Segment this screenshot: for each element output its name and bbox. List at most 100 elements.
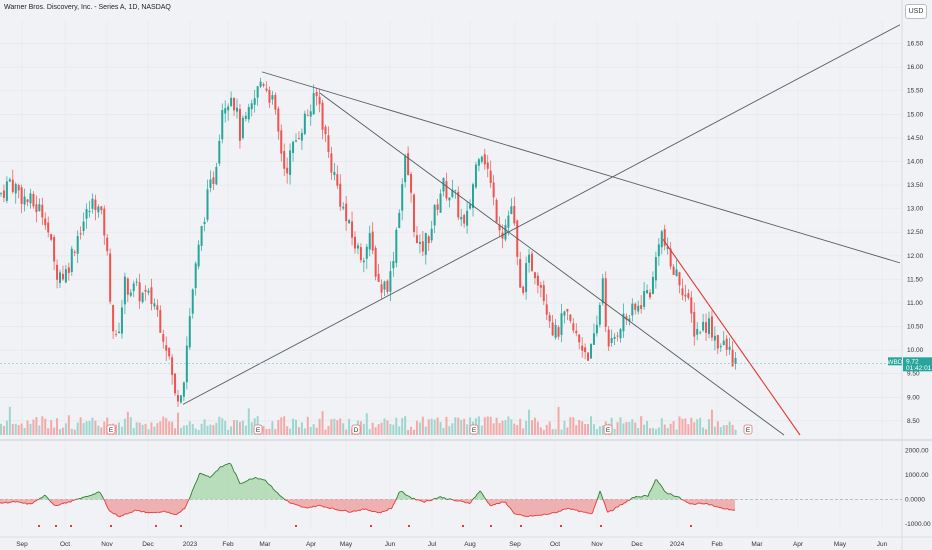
candle-body bbox=[224, 108, 226, 113]
oscillator-signal bbox=[180, 525, 182, 527]
oscillator-fill-segment bbox=[132, 499, 134, 512]
candle-body bbox=[89, 211, 91, 212]
volume-bar bbox=[180, 428, 182, 435]
candle-body bbox=[215, 167, 217, 184]
candle-body bbox=[572, 323, 574, 330]
oscillator-line bbox=[32, 503, 34, 504]
oscillator-fill-segment bbox=[356, 499, 358, 511]
oscillator-line bbox=[449, 499, 451, 500]
oscillator-fill-segment bbox=[717, 499, 719, 507]
volume-bar bbox=[150, 422, 152, 435]
candle-body bbox=[86, 209, 88, 219]
candle-body bbox=[496, 200, 498, 222]
event-marker[interactable]: E bbox=[107, 425, 115, 434]
candle-body bbox=[159, 310, 161, 333]
candle-body bbox=[634, 304, 636, 310]
candle-body bbox=[260, 82, 262, 87]
volume-bar bbox=[481, 426, 483, 435]
candle-body bbox=[463, 215, 465, 224]
candle-body bbox=[611, 338, 613, 343]
volume-bar bbox=[118, 422, 120, 435]
volume-bar bbox=[86, 421, 88, 435]
volume-bar bbox=[310, 427, 312, 435]
candle-body bbox=[136, 282, 138, 283]
oscillator-signal bbox=[462, 525, 464, 527]
candle-body bbox=[732, 350, 734, 367]
candle-body bbox=[304, 114, 306, 134]
volume-bar bbox=[599, 426, 601, 435]
candle-body bbox=[153, 303, 155, 306]
oscillator-signal bbox=[295, 525, 297, 527]
candle-body bbox=[322, 103, 324, 130]
volume-bar bbox=[443, 428, 445, 435]
volume-bar bbox=[153, 427, 155, 435]
time-axis-label: Apr bbox=[793, 541, 804, 548]
candle-body bbox=[690, 297, 692, 313]
oscillator-fill-segment bbox=[569, 499, 571, 508]
oscillator-fill-segment bbox=[581, 499, 583, 511]
event-marker[interactable]: E bbox=[604, 425, 612, 434]
event-marker[interactable]: E bbox=[744, 425, 752, 434]
volume-bar bbox=[451, 423, 453, 435]
oscillator-fill-segment bbox=[131, 499, 133, 512]
volume-bar bbox=[652, 428, 654, 435]
candle-body bbox=[431, 229, 433, 241]
candle-body bbox=[71, 249, 73, 272]
volume-bar bbox=[230, 426, 232, 435]
volume-bar bbox=[165, 418, 167, 435]
candle-body bbox=[209, 179, 211, 188]
oscillator-fill-segment bbox=[255, 477, 257, 499]
candle-body bbox=[723, 341, 725, 345]
candle-body bbox=[714, 336, 716, 341]
volume-bar bbox=[148, 429, 150, 435]
event-marker-label: E bbox=[256, 427, 261, 434]
volume-bar bbox=[531, 420, 533, 435]
volume-bar bbox=[372, 423, 374, 435]
oscillator-line bbox=[407, 495, 409, 496]
oscillator-fill-segment bbox=[702, 499, 704, 504]
candle-body bbox=[504, 225, 506, 240]
volume-bar bbox=[319, 419, 321, 435]
oscillator-fill-segment bbox=[546, 499, 548, 514]
price-axis-label: 11.00 bbox=[907, 300, 923, 307]
candle-body bbox=[171, 357, 173, 375]
candle-body bbox=[183, 382, 185, 396]
volume-bar bbox=[496, 418, 498, 435]
oscillator-fill-segment bbox=[171, 499, 173, 513]
candle-body bbox=[460, 217, 462, 219]
volume-bar bbox=[27, 420, 29, 435]
oscillator-line bbox=[608, 512, 610, 513]
candle-body bbox=[490, 171, 492, 183]
volume-bar bbox=[204, 419, 206, 435]
oscillator-fill-segment bbox=[720, 499, 722, 507]
candle-body bbox=[434, 205, 436, 225]
oscillator-fill-segment bbox=[731, 499, 733, 510]
volume-bar bbox=[12, 424, 14, 435]
volume-bar bbox=[62, 428, 64, 435]
event-marker[interactable]: D bbox=[352, 425, 360, 434]
candle-body bbox=[708, 318, 710, 334]
candle-body bbox=[637, 306, 639, 312]
event-marker[interactable]: E bbox=[470, 425, 478, 434]
oscillator-line bbox=[629, 500, 631, 501]
oscillator-signal bbox=[155, 525, 157, 527]
volume-bar bbox=[628, 422, 630, 435]
volume-bar bbox=[198, 430, 200, 435]
candle-body bbox=[177, 395, 179, 401]
volume-bar bbox=[336, 420, 338, 435]
countdown-label: 01:42:01 bbox=[906, 365, 932, 372]
oscillator-signal bbox=[520, 525, 522, 527]
volume-bar bbox=[295, 420, 297, 435]
candle-body bbox=[448, 197, 450, 200]
oscillator-line bbox=[399, 492, 401, 493]
oscillator-fill-segment bbox=[338, 499, 340, 510]
candle-body bbox=[655, 257, 657, 280]
volume-bar bbox=[189, 421, 191, 435]
candle-body bbox=[38, 204, 40, 211]
volume-bar bbox=[381, 423, 383, 435]
volume-bar bbox=[693, 422, 695, 435]
oscillator-line bbox=[699, 503, 701, 504]
oscillator-fill-segment bbox=[54, 499, 56, 505]
event-marker[interactable]: E bbox=[254, 425, 262, 434]
volume-bar bbox=[80, 417, 82, 435]
